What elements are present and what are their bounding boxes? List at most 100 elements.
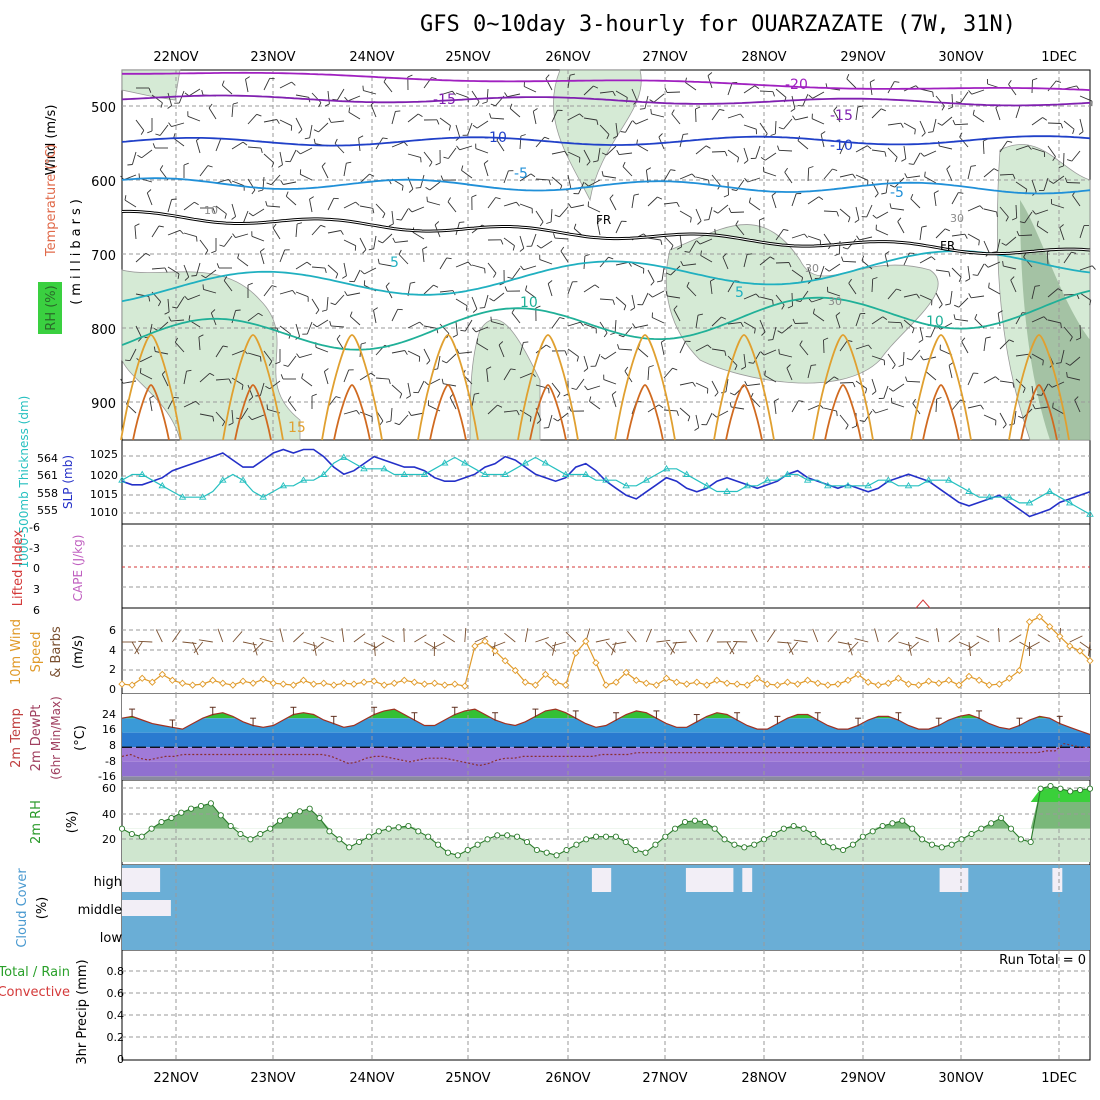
upper-wind-barb-flag [1007, 140, 1013, 143]
thickness-point [1025, 499, 1034, 506]
upper-wind-barb [140, 372, 153, 380]
slp-tick: 1025 [90, 448, 118, 461]
upper-wind-barb [134, 225, 137, 240]
thickness-point [319, 470, 328, 477]
upper-wind-barb [547, 283, 553, 297]
upper-wind-barb [493, 292, 505, 302]
upper-wind-barb-flag [1036, 394, 1042, 396]
upper-wind-barb [679, 233, 683, 247]
upper-wind-barb [823, 168, 833, 180]
upper-wind-barb-flag [646, 167, 652, 171]
wind-speed-point [945, 676, 953, 684]
upper-wind-barb-flag [1078, 131, 1084, 135]
upper-wind-barb [599, 321, 608, 334]
upper-wind-barb-flag [650, 108, 652, 114]
upper-wind-barb [871, 378, 877, 392]
thickness-tick: 558 [37, 487, 58, 500]
upper-wind-barb-flag [845, 424, 849, 430]
wind-speed-point [793, 680, 802, 688]
rh-2m-point [978, 825, 985, 832]
pressure-tick: 900 [91, 397, 116, 412]
upper-wind-barb-flag [584, 254, 590, 257]
wind-10m-barb [535, 636, 549, 643]
upper-wind-barb-flag [1034, 285, 1040, 287]
upper-wind-barb-flag [1060, 322, 1062, 328]
rh-shading [665, 224, 939, 384]
upper-wind-barb [343, 239, 356, 247]
upper-wind-barb [151, 225, 160, 238]
upper-wind-barb [263, 153, 275, 164]
thickness-point [198, 493, 207, 500]
wind-speed-point [400, 676, 408, 684]
upper-wind-barb [663, 367, 673, 379]
upper-wind-barb-flag [714, 228, 716, 234]
upper-wind-barb [382, 233, 393, 244]
upper-wind-barb-flag [408, 411, 412, 416]
wind-speed-point [814, 679, 822, 687]
upper-wind-barb [897, 221, 905, 234]
upper-wind-barb [923, 150, 937, 157]
top-date-label: 22NOV [153, 50, 198, 65]
upper-wind-barb [775, 229, 784, 241]
upper-wind-barb [606, 145, 617, 156]
upper-wind-barb [891, 207, 905, 211]
upper-wind-barb [887, 353, 896, 366]
temperature-contour-15 [120, 334, 182, 441]
wind-speed-point [723, 679, 731, 687]
rh-2m-point [632, 846, 639, 854]
upper-wind-barb [343, 201, 356, 209]
upper-wind-barb [490, 117, 505, 120]
upper-wind-barb [875, 408, 889, 414]
upper-wind-barb [176, 296, 185, 309]
top-date-label: 25NOV [445, 50, 490, 65]
wind-10m-barb [217, 628, 224, 643]
upper-wind-barb [615, 221, 622, 234]
rh-2m-point [336, 836, 343, 843]
upper-wind-barb [422, 249, 425, 263]
upper-wind-barb [407, 113, 419, 123]
rh-2m-point [681, 818, 689, 826]
upper-wind-barb-flag [754, 85, 760, 89]
upper-wind-barb [486, 369, 489, 383]
upper-wind-barb [876, 211, 889, 219]
wind-speed-point [289, 681, 298, 689]
upper-wind-barb-flag [622, 161, 626, 167]
upper-wind-barb [807, 235, 821, 241]
upper-wind-barb [835, 315, 841, 329]
upper-wind-barb-flag [211, 250, 217, 254]
upper-wind-barb [535, 384, 549, 389]
top-date-label: 23NOV [250, 50, 295, 65]
upper-wind-barb [1010, 279, 1017, 293]
upper-wind-barb-flag [209, 372, 215, 376]
upper-wind-barb [375, 203, 386, 214]
upper-wind-barb-flag [735, 220, 739, 226]
upper-wind-barb-flag [743, 160, 749, 164]
precip-panel: 0.8 0.6 0.4 0.2 0 Run Total = 0 Total / … [0, 950, 1090, 1066]
wind-speed-point [763, 680, 771, 688]
panel-frame [121, 949, 1091, 1061]
upper-wind-barb-flag [767, 339, 773, 341]
wind-10m-barb [432, 641, 445, 649]
upper-wind-barb [1063, 120, 1075, 130]
upper-wind-barb [807, 365, 812, 379]
upper-wind-barb [1031, 147, 1045, 153]
upper-wind-barb-flag [408, 188, 414, 193]
wind-10m-barb [787, 641, 794, 655]
upper-wind-barb [231, 180, 245, 187]
rh-2m-point [998, 814, 1005, 822]
upper-wind-barb [554, 237, 569, 240]
wind-speed-point [662, 674, 671, 682]
upper-wind-barb [270, 174, 281, 186]
temp-tick: 8 [109, 739, 116, 752]
cloud-high-gap [601, 868, 612, 892]
upper-wind-barb [231, 141, 244, 150]
upper-wind-barb [1031, 316, 1045, 323]
upper-wind-barb-flag [580, 321, 584, 327]
upper-wind-barb-flag [158, 301, 162, 307]
upper-wind-barb [791, 292, 793, 307]
upper-wind-barb-flag [309, 196, 314, 200]
upper-wind-barb-flag [278, 164, 283, 168]
upper-wind-barb-flag [489, 113, 492, 119]
upper-wind-barb [743, 353, 747, 367]
